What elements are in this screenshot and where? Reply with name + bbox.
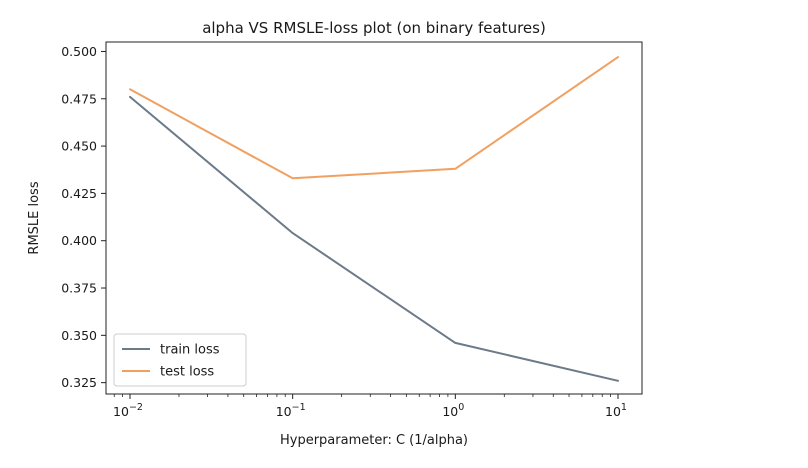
chart-title: alpha VS RMSLE-loss plot (on binary feat… — [202, 19, 546, 37]
legend-label: test loss — [160, 365, 214, 380]
x-tick-base: 10 — [276, 404, 292, 419]
x-tick-label: 100 — [442, 402, 464, 419]
y-tick-label: 0.400 — [61, 233, 97, 248]
x-tick-base: 10 — [605, 404, 621, 419]
y-tick-label: 0.500 — [61, 44, 97, 59]
x-axis: 10−2 10−1 100 101 — [113, 394, 627, 419]
legend: train loss test loss — [113, 333, 247, 387]
y-axis: 0.325 0.350 0.375 0.400 0.425 0.450 0.475 0.500 — [61, 44, 106, 390]
x-tick-label: 10−2 — [113, 402, 143, 419]
y-tick-label: 0.325 — [61, 375, 97, 390]
series-line-test-loss — [129, 56, 619, 180]
x-tick-base: 10 — [442, 404, 458, 419]
y-tick-label: 0.375 — [61, 281, 97, 296]
series-lines — [129, 56, 619, 382]
x-tick-label: 101 — [605, 402, 627, 419]
x-tick-exponent: −1 — [292, 402, 306, 413]
legend-label: train loss — [160, 343, 220, 358]
y-tick-label: 0.425 — [61, 186, 97, 201]
legend-box — [113, 333, 247, 387]
x-tick-base: 10 — [113, 404, 129, 419]
x-tick-exponent: 1 — [621, 402, 627, 413]
x-tick-exponent: −2 — [129, 402, 143, 413]
x-tick-label: 10−1 — [276, 402, 306, 419]
x-tick-exponent: 0 — [458, 402, 464, 413]
y-tick-label: 0.475 — [61, 91, 97, 106]
y-tick-label: 0.350 — [61, 328, 97, 343]
x-axis-label: Hyperparameter: C (1/alpha) — [280, 433, 468, 448]
y-axis-label: RMSLE loss — [27, 181, 42, 254]
y-tick-label: 0.450 — [61, 139, 97, 154]
series-line-train-loss — [129, 95, 619, 382]
